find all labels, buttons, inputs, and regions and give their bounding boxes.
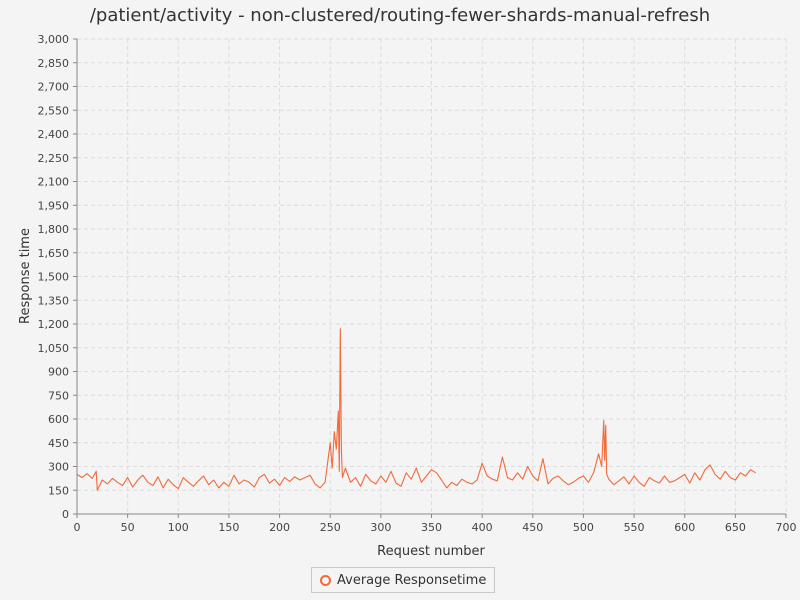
x-tick-label: 450 xyxy=(522,521,543,534)
grid-lines xyxy=(77,38,787,514)
y-tick-label: 0 xyxy=(62,508,69,521)
y-tick-label: 450 xyxy=(48,437,69,450)
y-tick-label: 1,500 xyxy=(38,271,70,284)
chart-title: /patient/activity - non-clustered/routin… xyxy=(89,5,711,26)
tick-labels: 0 150 300 450 600 750 900 1,050 1,200 1,350 1,500 1… xyxy=(38,33,797,534)
x-tick-label: 50 xyxy=(121,521,135,534)
x-tick-label: 100 xyxy=(168,521,189,534)
y-tick-label: 2,850 xyxy=(38,57,70,70)
y-tick-label: 2,100 xyxy=(38,176,70,189)
y-tick-label: 2,700 xyxy=(38,81,70,94)
x-tick-label: 550 xyxy=(624,521,645,534)
x-tick-label: 250 xyxy=(320,521,341,534)
x-tick-label: 700 xyxy=(776,521,797,534)
y-tick-label: 1,800 xyxy=(38,223,70,236)
y-tick-label: 1,350 xyxy=(38,294,70,307)
y-tick-label: 2,250 xyxy=(38,152,70,165)
axes xyxy=(73,38,787,518)
series-line-average-responsetime xyxy=(76,328,756,491)
legend-label: Average Responsetime xyxy=(337,572,487,588)
x-tick-label: 350 xyxy=(421,521,442,534)
y-tick-label: 900 xyxy=(48,366,69,379)
x-tick-label: 200 xyxy=(269,521,290,534)
y-axis-label: Response time xyxy=(18,228,33,324)
y-tick-label: 1,050 xyxy=(38,342,70,355)
y-tick-label: 1,950 xyxy=(38,199,70,212)
y-tick-label: 300 xyxy=(48,461,69,474)
series-layer xyxy=(76,328,756,491)
x-axis-label: Request number xyxy=(377,544,485,559)
y-tick-label: 2,400 xyxy=(38,128,70,141)
x-tick-label: 650 xyxy=(725,521,746,534)
y-tick-label: 600 xyxy=(48,413,69,426)
legend-marker-icon xyxy=(320,574,331,586)
x-tick-label: 600 xyxy=(674,521,695,534)
y-tick-label: 2,550 xyxy=(38,104,70,117)
y-tick-label: 1,650 xyxy=(38,247,70,260)
y-tick-label: 3,000 xyxy=(38,33,70,46)
x-tick-label: 300 xyxy=(370,521,391,534)
x-tick-label: 0 xyxy=(74,521,81,534)
y-tick-label: 1,200 xyxy=(38,318,70,331)
y-tick-label: 750 xyxy=(48,389,69,402)
legend: Average Responsetime xyxy=(311,567,496,593)
y-tick-label: 150 xyxy=(48,484,69,497)
x-tick-label: 150 xyxy=(218,521,239,534)
x-tick-label: 400 xyxy=(472,521,493,534)
x-tick-label: 500 xyxy=(573,521,594,534)
